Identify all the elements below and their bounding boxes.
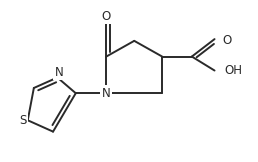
Text: N: N <box>55 66 63 79</box>
Text: N: N <box>102 87 111 100</box>
Text: S: S <box>19 114 26 127</box>
Text: O: O <box>222 34 232 47</box>
Text: O: O <box>102 10 111 23</box>
Text: OH: OH <box>224 64 242 77</box>
